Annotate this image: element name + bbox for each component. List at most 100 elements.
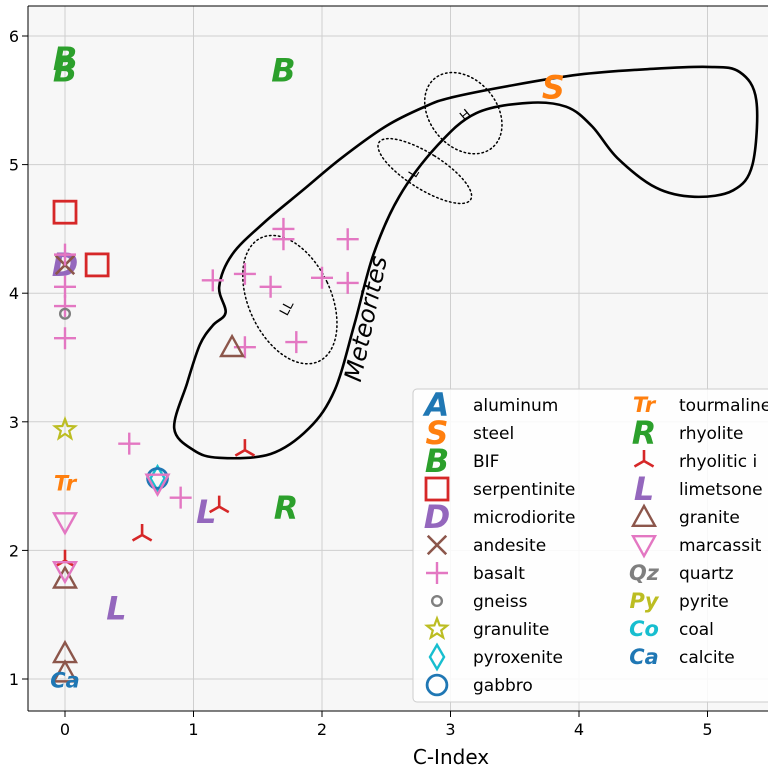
point-marcassit	[51, 560, 79, 585]
legend-label: granite	[679, 508, 740, 528]
x-tick-label: 2	[317, 720, 327, 739]
legend-label: gabbro	[473, 676, 533, 696]
point-BIF: B	[53, 40, 77, 78]
legend-label: pyroxenite	[473, 648, 563, 668]
legend-marker-aluminum: A	[422, 386, 450, 424]
point-marcassit	[144, 473, 171, 497]
legend-marker-microdiorite: D	[424, 498, 450, 536]
legend-label: BIF	[473, 452, 499, 472]
legend-marker-marcassit	[630, 535, 658, 559]
legend-label: coal	[679, 620, 714, 640]
legend-label: granulite	[473, 620, 549, 640]
point-basalt	[54, 295, 76, 318]
legend-marker-tourmaline: Tr	[633, 393, 657, 417]
legend-label: marcassit	[679, 536, 762, 556]
legend-box	[412, 388, 768, 703]
point-granulite	[51, 415, 79, 441]
x-tick-label: 1	[188, 720, 198, 739]
point-serpentinite	[52, 199, 78, 225]
legend-marker-andesite	[426, 534, 448, 556]
x-tick-label: 0	[60, 720, 70, 739]
point-rhyolitic-i	[208, 495, 230, 514]
point-granite	[51, 565, 79, 589]
legend-marker-pyroxenite	[428, 642, 446, 672]
point-basalt	[272, 228, 295, 251]
point-basalt	[201, 269, 224, 292]
point-rhyolite: R	[274, 489, 299, 527]
legend-label: andesite	[473, 536, 546, 556]
legend-marker-limetsone: L	[634, 470, 654, 508]
legend-marker-basalt	[426, 562, 448, 584]
point-basalt	[233, 262, 256, 285]
legend-label: steel	[473, 424, 514, 444]
legend-label: tourmaline	[679, 396, 768, 416]
point-calcite: Ca	[50, 668, 79, 692]
x-tick-label: 5	[702, 720, 712, 739]
point-rhyolitic-i	[131, 523, 153, 542]
point-basalt	[118, 432, 141, 455]
point-basalt	[285, 331, 308, 354]
legend-label: aluminum	[473, 396, 558, 416]
point-gneiss	[58, 307, 72, 320]
x-tick-label: 4	[574, 720, 584, 739]
legend-marker-steel: S	[426, 414, 449, 452]
legend-marker-serpentinite	[424, 476, 450, 502]
legend-marker-quartz: Qz	[629, 561, 660, 585]
legend-label: gneiss	[473, 592, 528, 612]
legend-label: microdiorite	[473, 508, 575, 528]
x-axis-label: C-Index	[413, 745, 489, 768]
legend-label: serpentinite	[473, 480, 575, 500]
y-tick-label: 4	[9, 284, 19, 303]
point-basalt	[54, 327, 76, 350]
point-BIF: B	[271, 52, 295, 90]
point-tourmaline: Tr	[54, 472, 78, 496]
region-outline-meteorites	[172, 65, 759, 460]
x-tick-label: 3	[445, 720, 455, 739]
point-marcassit	[51, 512, 79, 536]
point-BIF: B	[53, 52, 77, 90]
point-steel: S	[542, 68, 565, 106]
point-basalt	[336, 271, 359, 294]
legend-label: rhyolitic i	[679, 452, 757, 472]
legend-marker-gneiss	[430, 594, 444, 608]
legend-label: pyrite	[679, 592, 729, 612]
point-granite	[219, 333, 246, 358]
legend-label: calcite	[679, 648, 735, 668]
legend-marker-gabbro	[425, 673, 449, 697]
point-basalt	[311, 266, 333, 289]
point-limetsone: L	[106, 589, 126, 627]
y-tick-label: 6	[9, 27, 19, 46]
legend-label: rhyolite	[679, 424, 744, 444]
legend-label: basalt	[473, 564, 525, 584]
legend-marker-granite	[630, 503, 658, 527]
point-limetsone: L	[196, 493, 216, 531]
legend-marker-rhyolitic-i	[633, 450, 655, 468]
legend-marker-BIF: B	[425, 442, 449, 480]
y-tick-label: 2	[9, 541, 19, 560]
legend-marker-coal: Co	[629, 617, 659, 641]
region-ellipse-h	[423, 71, 503, 155]
legend-marker-rhyolite: R	[632, 414, 657, 452]
legend-marker-pyrite: Py	[630, 589, 660, 613]
region-ellipse-ll	[242, 234, 338, 365]
point-basalt	[54, 275, 76, 298]
y-tick-label: 3	[9, 413, 19, 432]
legend-marker-calcite: Ca	[629, 645, 658, 669]
point-basalt	[259, 275, 282, 298]
legend-marker-granulite	[424, 615, 450, 641]
legend-label: quartz	[679, 564, 734, 584]
legend-label: limetsone	[679, 480, 763, 500]
point-granite	[51, 659, 79, 683]
point-serpentinite	[84, 252, 110, 278]
y-tick-label: 5	[9, 156, 19, 175]
point-basalt	[336, 228, 359, 251]
point-basalt	[54, 243, 76, 266]
point-rhyolitic-i	[234, 439, 256, 457]
ticks: 0 1 2 3 4 5 1 2 3 4 5 6	[9, 27, 713, 739]
point-basalt	[169, 486, 192, 509]
region-ellipse-l	[377, 137, 473, 205]
y-tick-label: 1	[9, 670, 19, 689]
